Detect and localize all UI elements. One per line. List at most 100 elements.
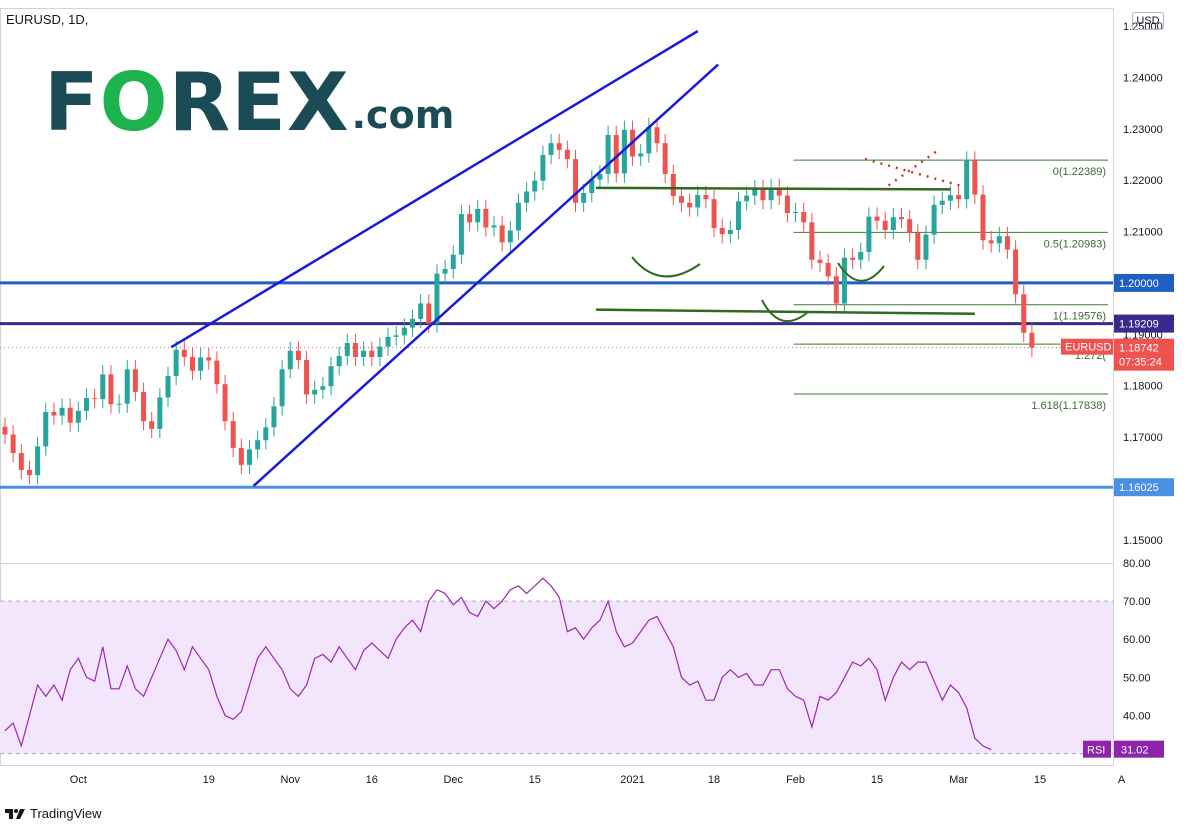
candle-body: [328, 366, 334, 387]
candle-body: [1004, 236, 1010, 250]
candle-body: [573, 159, 578, 203]
candle-body: [312, 389, 318, 395]
price-tick-label: 1.22000: [1123, 175, 1163, 187]
candle-body: [67, 407, 73, 423]
candle-body: [923, 234, 929, 260]
candle-body: [100, 374, 106, 400]
time-tick-label: Nov: [280, 774, 300, 786]
red-dotted-cross: [864, 157, 966, 189]
countdown-label: 07:35:24: [1119, 357, 1162, 369]
candle-body: [116, 403, 122, 405]
candle-body: [687, 202, 693, 208]
candle-body: [581, 193, 587, 203]
candle-body: [189, 356, 195, 371]
wedge-upper-trendline: [170, 30, 699, 349]
rsi-tick-label: 40.00: [1123, 710, 1151, 722]
candle-body: [410, 318, 415, 328]
time-tick-label: 19: [203, 774, 215, 786]
candle-body: [206, 357, 212, 361]
candle-body: [540, 154, 546, 181]
candle-body: [173, 349, 179, 376]
candle-body: [711, 199, 717, 228]
candle-body: [426, 303, 432, 324]
candle-body: [352, 343, 358, 357]
candle-body: [320, 386, 326, 390]
candle-body: [947, 195, 953, 201]
fib-level-label: 1(1.19576): [1053, 311, 1106, 323]
candle-body: [442, 269, 448, 274]
candle-body: [132, 369, 138, 392]
candle-body: [972, 160, 978, 195]
time-tick-label: A: [1118, 774, 1126, 786]
candle-body: [956, 195, 962, 200]
price-tick-label: 1.24000: [1123, 72, 1163, 84]
candle-body: [793, 212, 799, 214]
candle-body: [108, 374, 114, 405]
candle-body: [809, 222, 815, 260]
candle-body: [295, 350, 301, 361]
tradingview-icon: [5, 809, 25, 819]
candle-body: [882, 220, 888, 230]
candle-body: [35, 446, 41, 476]
tradingview-footer[interactable]: TradingView: [4, 802, 102, 824]
candle-body: [646, 127, 652, 154]
candle-body: [841, 257, 847, 304]
time-tick-label: Mar: [949, 774, 968, 786]
candle-body: [2, 426, 8, 435]
candle-body: [548, 143, 554, 155]
candle-body: [931, 204, 937, 235]
price-tick-label: 1.17000: [1123, 432, 1163, 444]
currency-selector[interactable]: USD: [1132, 12, 1164, 30]
candle-body: [532, 180, 538, 192]
candle-body: [613, 134, 619, 174]
candle-body: [157, 397, 163, 429]
candle-body: [744, 195, 750, 202]
price-tick-label: 1.15000: [1123, 535, 1163, 547]
candle-body: [255, 440, 261, 450]
candle-body: [939, 200, 945, 205]
candle-body: [662, 143, 668, 174]
candle-body: [222, 384, 228, 422]
candle-body: [695, 195, 701, 208]
candle-body: [434, 273, 440, 324]
candle-body: [124, 369, 130, 404]
candle-body: [491, 225, 497, 228]
head-arc: [761, 299, 809, 322]
candle-body: [524, 191, 530, 203]
last-price-box: [1114, 338, 1174, 371]
red-dotted-cross: [881, 149, 938, 192]
price-level-label: 1.16025: [1119, 482, 1159, 494]
candle-body: [181, 349, 187, 357]
candle-body: [483, 208, 489, 228]
rsi-value-label: 31.02: [1121, 745, 1149, 757]
candle-body: [26, 469, 32, 476]
candle-body: [1029, 332, 1035, 348]
price-label-box: [1114, 273, 1174, 292]
time-tick-label: 15: [871, 774, 883, 786]
candle-body: [507, 230, 513, 243]
candle-body: [727, 230, 733, 235]
candle-body: [475, 208, 481, 223]
time-tick-label: Oct: [70, 774, 87, 786]
candle-body: [247, 449, 252, 465]
candle-body: [271, 406, 277, 428]
candle-body: [899, 217, 904, 220]
candle-body: [605, 134, 611, 174]
price-tick-label: 1.23000: [1123, 124, 1163, 136]
candle-body: [833, 276, 839, 304]
candle-body: [703, 195, 709, 200]
candle-body: [1013, 249, 1019, 295]
candle-body: [1021, 294, 1027, 333]
candle-body: [369, 350, 375, 357]
candle-body: [75, 410, 81, 423]
candle-body: [10, 434, 16, 454]
candle-body: [344, 343, 350, 356]
candle-body: [18, 453, 24, 470]
candle-body: [874, 216, 880, 221]
series-name-tag: EURUSD: [1065, 342, 1112, 354]
candle-body: [825, 262, 831, 277]
time-tick-label: Feb: [786, 774, 805, 786]
candle-body: [238, 447, 244, 465]
